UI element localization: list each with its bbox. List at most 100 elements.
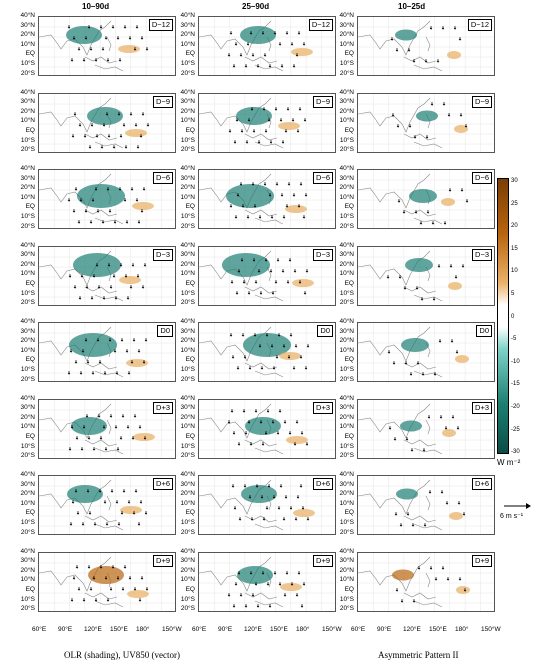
lag-label: D0 bbox=[157, 325, 173, 337]
olr-shading bbox=[401, 338, 429, 352]
wind-vector bbox=[133, 586, 137, 591]
wind-vector bbox=[116, 36, 120, 40]
olr-shading bbox=[285, 205, 307, 213]
wind-vector bbox=[266, 408, 270, 413]
wind-vector bbox=[443, 221, 447, 225]
lag-label: D−6 bbox=[313, 172, 333, 184]
latitude-label: 10°N bbox=[180, 40, 195, 48]
latitude-label: 20°N bbox=[20, 337, 35, 345]
wind-vector bbox=[118, 58, 122, 62]
longitude-label: 120°E bbox=[403, 626, 421, 633]
wind-vector bbox=[387, 350, 391, 354]
wind-vector bbox=[237, 570, 241, 575]
wind-vector bbox=[281, 268, 285, 273]
wind-vector bbox=[70, 597, 74, 602]
wind-vector bbox=[108, 338, 112, 342]
wind-vector bbox=[123, 198, 127, 202]
wind-vector bbox=[281, 139, 285, 144]
olr-shading bbox=[400, 420, 422, 431]
wind-vector bbox=[243, 484, 247, 488]
wind-vector bbox=[303, 117, 307, 122]
wind-vector bbox=[121, 586, 125, 591]
wind-vector bbox=[462, 512, 466, 516]
wind-vector bbox=[409, 372, 413, 376]
wind-vector bbox=[145, 586, 149, 591]
coastline bbox=[358, 97, 443, 148]
wind-vector bbox=[144, 511, 148, 515]
latitude-label: 40°N bbox=[180, 12, 195, 19]
wind-vector bbox=[79, 371, 83, 375]
map-panel: D+6 bbox=[198, 475, 336, 535]
wind-vector bbox=[410, 447, 414, 452]
latitude-label: 10°N bbox=[339, 193, 354, 201]
latitude-label: EQ bbox=[344, 126, 354, 134]
wind-vector bbox=[109, 413, 113, 418]
wind-vector bbox=[87, 25, 91, 29]
latitude-label: 20°S bbox=[20, 222, 35, 230]
wind-vector bbox=[234, 215, 238, 219]
wind-vector bbox=[275, 182, 279, 186]
wind-vector bbox=[292, 193, 296, 197]
wind-vector bbox=[262, 106, 266, 111]
latitude-label: 20°N bbox=[339, 184, 354, 192]
wind-vector bbox=[133, 47, 137, 51]
wind-vector bbox=[254, 279, 258, 284]
wind-vector bbox=[234, 581, 238, 586]
wind-vector bbox=[266, 581, 270, 586]
map-panel: D0 bbox=[198, 322, 336, 382]
latitude-label: 20°N bbox=[20, 490, 35, 498]
wind-vector bbox=[94, 58, 98, 62]
wind-vector bbox=[237, 441, 241, 446]
longitude-label: 150°W bbox=[162, 626, 182, 633]
wind-vector bbox=[278, 42, 282, 46]
wind-vector bbox=[398, 274, 402, 279]
wind-vector bbox=[136, 144, 140, 149]
wind-vector bbox=[408, 123, 412, 128]
latitude-label: 20°S bbox=[180, 222, 195, 230]
latitude-label: 10°S bbox=[339, 595, 354, 603]
wind-vector bbox=[232, 64, 236, 68]
wind-vector bbox=[126, 295, 130, 300]
latitude-label: EQ bbox=[25, 203, 35, 211]
wind-vector bbox=[284, 495, 288, 499]
wind-vector bbox=[450, 339, 454, 343]
latitude-label: 10°N bbox=[20, 40, 35, 48]
wind-vector bbox=[299, 182, 303, 186]
map-panel: D−9 bbox=[38, 92, 176, 153]
map-canvas bbox=[199, 170, 335, 228]
wind-vector bbox=[114, 295, 118, 300]
latitude-label: 20°N bbox=[339, 107, 354, 115]
wind-vector bbox=[82, 597, 86, 602]
map-canvas bbox=[39, 170, 175, 228]
lag-label: D−3 bbox=[153, 248, 173, 261]
latitude-label: 30°N bbox=[339, 98, 354, 106]
latitude-label: 20°N bbox=[180, 566, 195, 574]
latitude-label: EQ bbox=[344, 203, 354, 211]
latitude-label: 20°N bbox=[339, 31, 354, 39]
wind-vector bbox=[143, 435, 147, 440]
wind-vector bbox=[396, 123, 400, 128]
wind-vector bbox=[88, 511, 92, 515]
wind-vector bbox=[143, 262, 147, 267]
wind-vector bbox=[265, 506, 269, 510]
latitude-label: 30°N bbox=[180, 327, 195, 335]
wind-vector bbox=[395, 48, 399, 52]
coastline bbox=[358, 556, 443, 607]
latitude-label: 20°S bbox=[20, 69, 35, 77]
wind-vector bbox=[263, 182, 267, 186]
lag-label: D+3 bbox=[153, 401, 173, 414]
lag-label: D+3 bbox=[472, 401, 492, 414]
wind-vector bbox=[300, 430, 304, 435]
coastline bbox=[199, 556, 284, 607]
latitude-label: 10°N bbox=[180, 576, 195, 584]
olr-shading bbox=[88, 565, 124, 584]
wind-vector bbox=[289, 333, 293, 337]
wind-vector bbox=[390, 37, 394, 41]
wind-vector bbox=[264, 128, 268, 133]
wind-vector bbox=[395, 587, 399, 592]
wind-vector bbox=[93, 522, 97, 526]
coastline bbox=[39, 250, 124, 301]
wind-vector bbox=[102, 122, 106, 127]
wind-vector bbox=[81, 349, 85, 353]
wind-vector bbox=[73, 111, 77, 116]
